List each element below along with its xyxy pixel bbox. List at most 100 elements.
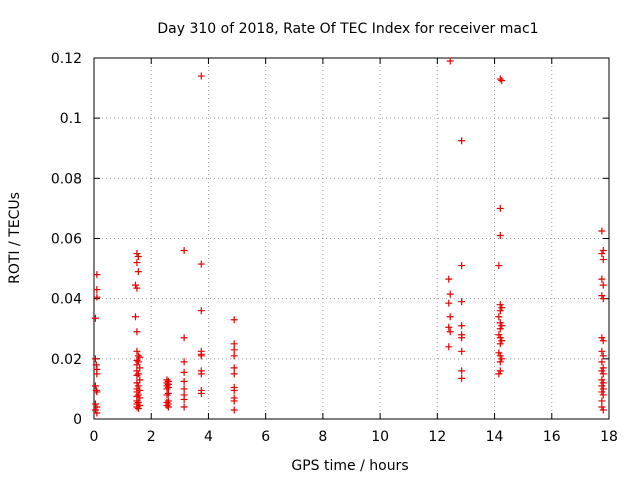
data-point	[599, 281, 607, 289]
data-point	[498, 337, 506, 345]
data-point	[93, 370, 101, 378]
data-point	[134, 404, 142, 412]
data-point	[230, 346, 238, 354]
data-point	[599, 247, 607, 255]
data-point	[180, 247, 188, 255]
data-point	[599, 352, 607, 360]
data-point	[598, 292, 606, 300]
x-tick-label: 2	[147, 429, 156, 445]
data-point	[496, 325, 504, 333]
data-point	[197, 72, 205, 80]
data-point	[598, 334, 606, 342]
data-point	[133, 250, 141, 258]
data-point	[163, 391, 171, 399]
data-point	[134, 253, 142, 261]
data-point	[134, 352, 142, 360]
data-point	[180, 368, 188, 376]
data-point	[134, 370, 142, 378]
data-point	[446, 313, 454, 321]
data-point	[91, 400, 99, 408]
y-tick-label: 0.1	[60, 111, 82, 127]
data-point	[230, 352, 238, 360]
data-point	[598, 275, 606, 283]
data-point	[133, 284, 141, 292]
data-point	[598, 227, 606, 235]
data-point	[230, 340, 238, 348]
data-point	[134, 398, 142, 406]
data-point	[458, 334, 466, 342]
x-tick-label: 18	[600, 429, 618, 445]
data-point	[599, 295, 607, 303]
data-point	[133, 259, 141, 267]
data-point	[458, 137, 466, 145]
data-point	[163, 401, 171, 409]
data-point	[230, 316, 238, 324]
data-point	[134, 268, 142, 276]
data-point	[599, 337, 607, 345]
data-point	[458, 262, 466, 270]
data-point	[180, 377, 188, 385]
data-point	[598, 382, 606, 390]
y-axis-label: ROTI / TECUs	[7, 192, 23, 284]
chart-title: Day 310 of 2018, Rate Of TEC Index for r…	[157, 21, 538, 37]
x-tick-label: 4	[204, 429, 213, 445]
data-point	[599, 406, 607, 414]
data-point	[446, 290, 454, 298]
y-tick-label: 0	[73, 412, 82, 428]
data-point	[496, 367, 504, 375]
y-tick-label: 0.08	[51, 171, 82, 187]
data-point	[495, 370, 503, 378]
data-point	[458, 298, 466, 306]
data-point	[498, 77, 506, 85]
data-point	[133, 328, 141, 336]
data-point	[180, 358, 188, 366]
data-point	[91, 355, 99, 363]
data-point	[180, 334, 188, 342]
data-point	[164, 403, 172, 411]
data-point	[133, 403, 141, 411]
data-point	[180, 403, 188, 411]
data-point	[599, 256, 607, 264]
data-point	[496, 231, 504, 239]
data-point	[134, 358, 142, 366]
axis-ticks: 0 2 4 6 8 10 12 14 16 18 0 0.02 0.04 0.06 0.08 0.1 0.12	[51, 51, 618, 445]
data-point	[458, 347, 466, 355]
data-point	[498, 304, 506, 312]
data-point	[93, 293, 101, 301]
data-point	[495, 262, 503, 270]
data-point	[133, 379, 141, 387]
data-point	[134, 382, 142, 390]
data-point	[598, 376, 606, 384]
x-tick-label: 0	[90, 429, 99, 445]
data-point	[495, 313, 503, 321]
data-point	[93, 403, 101, 411]
data-point	[445, 343, 453, 351]
data-point	[230, 397, 238, 405]
data-point	[599, 385, 607, 393]
data-point	[598, 397, 606, 405]
data-point	[498, 355, 506, 363]
data-point	[445, 299, 453, 307]
data-point	[599, 370, 607, 378]
x-tick-label: 10	[371, 429, 389, 445]
data-point	[93, 409, 101, 417]
data-point	[598, 388, 606, 396]
data-point	[446, 328, 454, 336]
data-point	[496, 307, 504, 315]
data-point	[164, 383, 172, 391]
data-point	[598, 358, 606, 366]
data-point	[496, 301, 504, 309]
data-point	[230, 406, 238, 414]
data-point	[131, 281, 139, 289]
data-point	[446, 57, 454, 65]
data-point	[598, 403, 606, 411]
data-point	[458, 367, 466, 375]
data-point	[230, 370, 238, 378]
data-point	[496, 334, 504, 342]
data-point	[133, 347, 141, 355]
x-tick-label: 14	[486, 429, 504, 445]
data-point	[197, 370, 205, 378]
data-point	[197, 389, 205, 397]
data-point	[598, 250, 606, 258]
